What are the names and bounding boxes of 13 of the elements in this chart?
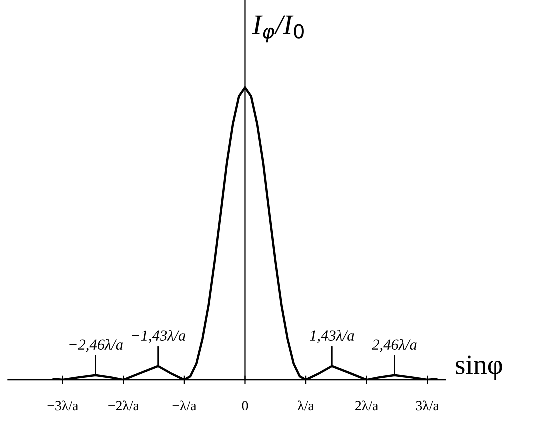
x-tick-label: 3λ/a (416, 400, 440, 411)
x-tick-label: −3λ/a (48, 400, 78, 411)
x-tick-label: −2λ/a (108, 400, 140, 411)
x-tick-label: 2λ/a (356, 400, 378, 411)
annotation: 1,43λ/a (310, 330, 354, 344)
annotation: −1,43λ/a (132, 330, 186, 344)
annotation: 2,46λ/a (372, 339, 417, 352)
annotation: −2,46λ/a (70, 339, 123, 352)
x-axis-title: sinφ (456, 356, 502, 380)
x-tick-label: 0 (242, 401, 248, 411)
y-axis-title: I$_{φ}$/I$_{0}$ (252, 16, 304, 43)
x-tick-label: −λ/a (172, 400, 197, 411)
x-tick-label: λ/a (298, 400, 314, 411)
